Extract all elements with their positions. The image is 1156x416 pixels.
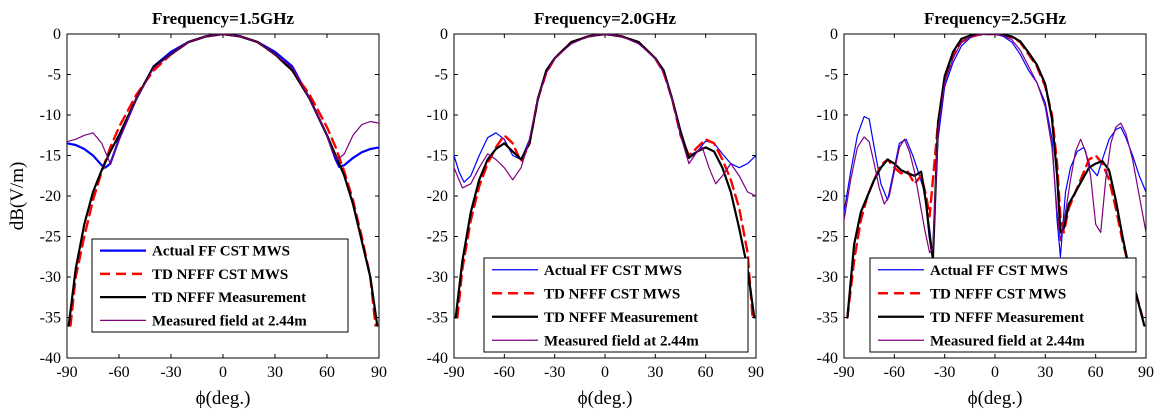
legend-label: Measured field at 2.44m	[930, 333, 1085, 349]
y-tick-label: -25	[817, 229, 838, 246]
y-tick-label: -40	[40, 350, 61, 367]
x-tick-label: 90	[371, 364, 387, 381]
x-tick-label: -30	[160, 364, 181, 381]
x-tick-label: 90	[748, 364, 764, 381]
y-tick-label: -35	[427, 310, 448, 327]
y-tick-label: -25	[427, 229, 448, 246]
y-tick-label: -40	[427, 350, 448, 367]
legend-label: TD NFFF Measurement	[544, 310, 698, 326]
series-line-2	[846, 34, 1144, 319]
legend-label: Actual FF CST MWS	[544, 263, 682, 279]
y-tick-label: -15	[427, 148, 448, 165]
series-line-3	[846, 34, 1146, 327]
legend-label: Measured field at 2.44m	[152, 313, 307, 329]
series-group	[454, 34, 756, 319]
legend: Actual FF CST MWS TD NFFF CST MWS TD NFFF …	[869, 257, 1137, 353]
series-line-3	[454, 34, 756, 319]
y-tick-label: -5	[48, 67, 61, 84]
chart-panel-3: -90 -60 -30 0 30 60 90 0 -5 -10 -15 -20 -25 -30 -35 -40…	[817, 9, 1154, 409]
x-tick-label: -60	[884, 364, 905, 381]
series-line-2	[69, 34, 377, 327]
x-tick-label: 30	[1037, 364, 1053, 381]
y-tick-label: -5	[825, 67, 838, 84]
series-line-3	[67, 34, 379, 327]
x-tick-label: 0	[991, 364, 999, 381]
x-tick-label: -90	[833, 364, 854, 381]
y-tick-label: 0	[53, 26, 61, 43]
y-tick-label: -35	[40, 310, 61, 327]
y-tick-label: -15	[817, 148, 838, 165]
y-tick-label: -5	[435, 67, 448, 84]
legend-label: Actual FF CST MWS	[152, 244, 290, 260]
chart-title: Frequency=2.5GHz	[924, 9, 1067, 28]
x-axis-label: ϕ(deg.)	[578, 388, 633, 409]
y-tick-label: -10	[817, 107, 838, 124]
y-tick-label: 0	[830, 26, 838, 43]
legend-box	[869, 257, 1137, 353]
y-tick-label: -10	[40, 107, 61, 124]
series-line-1	[844, 34, 1146, 258]
legend-box	[91, 238, 349, 333]
y-tick-label: -40	[817, 350, 838, 367]
x-tick-label: 60	[1088, 364, 1104, 381]
chart-title: Frequency=1.5GHz	[152, 9, 295, 28]
x-tick-label: -60	[494, 364, 515, 381]
legend: Actual FF CST MWS TD NFFF CST MWS TD NFFF …	[483, 257, 749, 353]
y-tick-label: -30	[427, 269, 448, 286]
x-tick-label: 0	[601, 364, 609, 381]
series-line-4	[844, 34, 1146, 254]
x-tick-label: 30	[267, 364, 283, 381]
legend-label: TD NFFF CST MWS	[930, 286, 1066, 302]
x-tick-label: 60	[319, 364, 335, 381]
series-line-4	[454, 34, 756, 197]
x-tick-label: -90	[443, 364, 464, 381]
x-tick-label: 90	[1138, 364, 1154, 381]
legend-label: Actual FF CST MWS	[930, 263, 1068, 279]
y-tick-label: -35	[817, 310, 838, 327]
y-tick-label: -25	[40, 229, 61, 246]
x-tick-label: 60	[698, 364, 714, 381]
y-tick-label: -20	[427, 188, 448, 205]
x-axis-label: ϕ(deg.)	[196, 388, 251, 409]
x-tick-label: -30	[544, 364, 565, 381]
series-group	[844, 34, 1146, 327]
y-tick-label: -20	[817, 188, 838, 205]
legend-box	[483, 257, 749, 353]
y-tick-label: -15	[40, 148, 61, 165]
legend-label: Measured field at 2.44m	[544, 333, 699, 349]
y-tick-label: -20	[40, 188, 61, 205]
y-axis-label: dB(V/m)	[7, 162, 28, 231]
x-tick-label: 30	[647, 364, 663, 381]
legend: Actual FF CST MWS TD NFFF CST MWS TD NFFF …	[91, 238, 349, 333]
legend-label: TD NFFF CST MWS	[152, 267, 288, 283]
series-line-4	[67, 34, 379, 165]
series-group	[67, 34, 379, 327]
y-tick-label: -10	[427, 107, 448, 124]
x-axis-label: ϕ(deg.)	[968, 388, 1023, 409]
x-tick-label: -30	[934, 364, 955, 381]
chart-panel-1: -90 -60 -30 0 30 60 90 0 -5 -10 -15 -20 -25 -30 -35 -40…	[7, 9, 387, 409]
chart-title: Frequency=2.0GHz	[534, 9, 677, 28]
x-tick-label: -60	[108, 364, 129, 381]
chart-panel-2: -90 -60 -30 0 30 60 90 0 -5 -10 -15 -20 -25 -30 -35 -40…	[427, 9, 764, 409]
y-tick-label: -30	[817, 269, 838, 286]
legend-label: TD NFFF Measurement	[152, 290, 306, 306]
series-line-2	[456, 34, 754, 319]
x-tick-label: -90	[56, 364, 77, 381]
y-tick-label: 0	[440, 26, 448, 43]
legend-label: TD NFFF Measurement	[930, 310, 1084, 326]
y-tick-label: -30	[40, 269, 61, 286]
x-tick-label: 0	[219, 364, 227, 381]
legend-label: TD NFFF CST MWS	[544, 286, 680, 302]
